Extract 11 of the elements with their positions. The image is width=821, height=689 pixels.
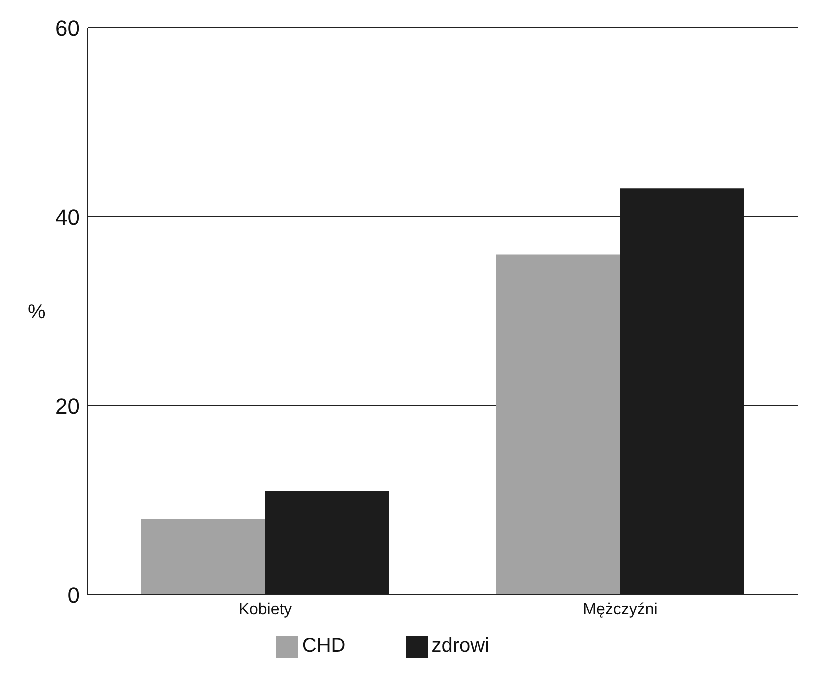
y-tick-label: 60 [56,16,80,41]
y-tick-label: 40 [56,204,80,230]
bar [496,254,620,595]
y-tick-label: 20 [56,394,80,419]
x-tick-label: Mężczyźni [583,601,658,618]
bar [141,519,266,595]
legend-label: CHD [302,635,346,657]
x-tick-label: Kobiety [238,601,292,618]
y-tick-label: 0 [68,582,80,608]
legend-label: zdrowi [432,635,490,657]
y-axis-title: % [28,302,46,324]
